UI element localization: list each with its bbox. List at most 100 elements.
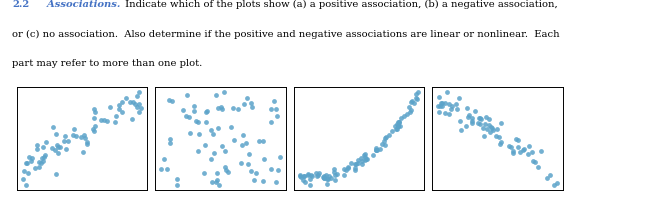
Point xyxy=(156,168,167,171)
Point xyxy=(305,183,316,187)
Point xyxy=(201,121,211,124)
Point xyxy=(530,161,541,164)
Point xyxy=(413,91,423,94)
Point xyxy=(235,162,246,165)
Point xyxy=(393,124,403,128)
Point xyxy=(274,155,285,159)
Point xyxy=(247,106,258,110)
Text: 2.2: 2.2 xyxy=(12,0,29,9)
Point xyxy=(452,108,462,111)
Point xyxy=(493,136,504,139)
Point xyxy=(177,109,188,112)
Point xyxy=(475,118,486,121)
Point xyxy=(323,178,334,181)
Point xyxy=(462,116,473,119)
Point xyxy=(164,99,175,102)
Point xyxy=(380,135,391,139)
Point xyxy=(508,151,518,154)
Point xyxy=(200,144,211,147)
Point xyxy=(183,115,194,119)
Point xyxy=(102,120,112,123)
Point xyxy=(362,158,373,161)
Point xyxy=(71,135,82,138)
Point xyxy=(319,175,330,178)
Point xyxy=(371,147,381,150)
Point xyxy=(402,113,413,116)
Point xyxy=(239,103,250,106)
Point xyxy=(435,105,446,109)
Point xyxy=(395,124,405,128)
Point xyxy=(434,111,444,114)
Point xyxy=(495,141,506,144)
Point xyxy=(206,129,217,132)
Point xyxy=(134,102,145,106)
Point xyxy=(475,123,486,126)
Point xyxy=(32,144,43,147)
Point xyxy=(440,112,450,115)
Point xyxy=(486,127,497,130)
Point xyxy=(82,141,92,144)
Point xyxy=(207,181,217,184)
Point xyxy=(343,165,354,169)
Point xyxy=(383,133,394,137)
Point xyxy=(456,129,466,132)
Point xyxy=(527,151,537,154)
Point xyxy=(171,183,182,187)
Point xyxy=(27,156,37,160)
Point xyxy=(52,152,63,155)
Point xyxy=(314,172,324,175)
Point xyxy=(53,146,64,149)
Point xyxy=(371,148,381,152)
Point xyxy=(404,111,415,114)
Point xyxy=(184,131,195,135)
Point xyxy=(511,138,522,141)
Text: (4): (4) xyxy=(489,203,506,204)
Point xyxy=(68,134,78,137)
Point xyxy=(47,147,58,150)
Point xyxy=(391,128,402,131)
Point xyxy=(136,106,147,110)
Point xyxy=(390,125,401,128)
Point xyxy=(50,149,60,152)
Point xyxy=(172,177,183,181)
Point xyxy=(478,127,488,130)
Point xyxy=(484,118,495,121)
Point xyxy=(69,128,80,131)
Point xyxy=(201,111,211,115)
Point xyxy=(110,121,120,124)
Point xyxy=(392,123,403,126)
Point xyxy=(254,140,264,143)
Point xyxy=(411,98,422,101)
Point xyxy=(79,137,90,140)
Point xyxy=(462,107,473,111)
Point xyxy=(211,180,221,184)
Point xyxy=(303,172,314,176)
Point xyxy=(258,140,268,143)
Point xyxy=(270,181,281,184)
Point xyxy=(508,150,518,153)
Point xyxy=(266,121,277,124)
Point xyxy=(131,105,142,109)
Point xyxy=(467,122,478,125)
Point xyxy=(17,177,28,181)
Point xyxy=(259,157,270,160)
Point xyxy=(212,178,223,181)
Point xyxy=(134,111,145,114)
Point xyxy=(273,168,284,172)
Point xyxy=(524,145,535,148)
Point xyxy=(533,165,544,169)
Point xyxy=(518,148,529,151)
Point xyxy=(318,177,329,180)
Point xyxy=(350,166,361,170)
Point xyxy=(436,102,447,106)
Point xyxy=(357,159,367,163)
Point xyxy=(189,105,200,108)
Point xyxy=(202,110,213,113)
Point xyxy=(237,143,248,146)
Point xyxy=(246,170,256,173)
Point xyxy=(272,115,282,119)
Point xyxy=(506,145,516,149)
Point xyxy=(474,116,485,120)
Point xyxy=(503,144,514,148)
Point xyxy=(514,151,525,154)
